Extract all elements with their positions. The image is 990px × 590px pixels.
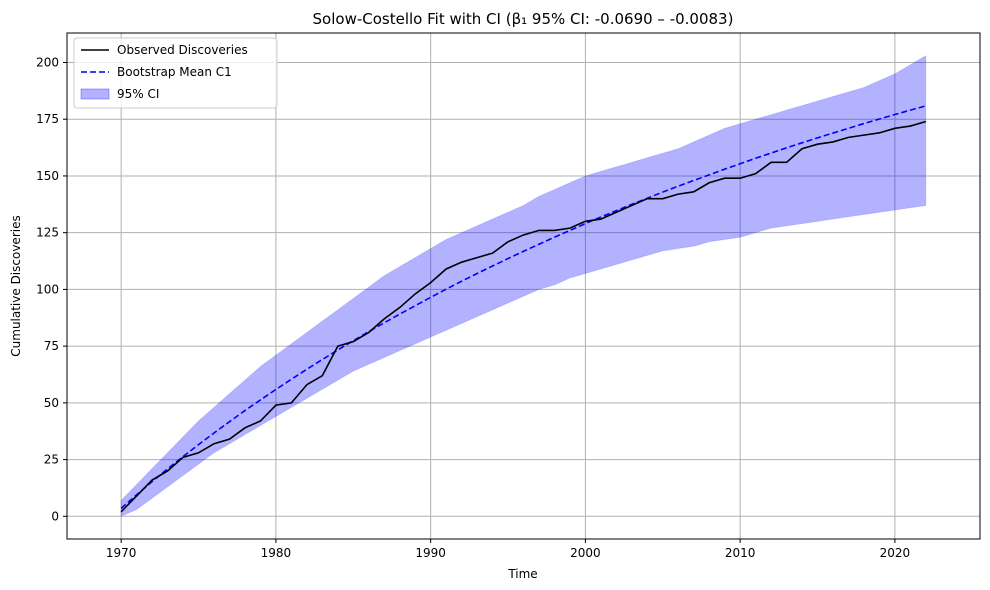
y-tick-label: 125 (36, 226, 59, 240)
y-tick-label: 0 (51, 509, 59, 523)
y-tick-label: 175 (36, 112, 59, 126)
ci-band (120, 54, 927, 518)
x-axis-label: Time (507, 567, 537, 581)
x-tick-label: 2020 (880, 546, 911, 560)
y-axis-ticks: 0 25 50 75 100 125 150 175 200 (36, 55, 67, 523)
bootstrap-mean-line (120, 105, 927, 509)
y-tick-label: 150 (36, 169, 59, 183)
x-tick-label: 1970 (106, 546, 137, 560)
chart-title: Solow-Costello Fit with CI (β₁ 95% CI: -… (313, 10, 734, 28)
plot-frame (66, 32, 981, 540)
series-lines (120, 105, 927, 513)
x-tick-label: 1980 (261, 546, 292, 560)
legend: Observed Discoveries Bootstrap Mean C1 95%… (73, 37, 278, 109)
x-tick-label: 1990 (415, 546, 446, 560)
observed-discoveries-line (120, 120, 927, 513)
legend-label: Bootstrap Mean C1 (117, 65, 232, 79)
legend-box (73, 37, 278, 109)
y-tick-label: 50 (44, 396, 59, 410)
ci-band-layer (120, 54, 927, 518)
legend-label: 95% CI (117, 87, 159, 101)
y-axis-label: Cumulative Discoveries (9, 215, 23, 356)
x-tick-label: 2010 (725, 546, 756, 560)
y-tick-label: 200 (36, 55, 59, 69)
x-tick-label: 2000 (570, 546, 601, 560)
grid (67, 33, 980, 539)
y-tick-label: 75 (44, 339, 59, 353)
x-axis-ticks: 1970 1980 1990 2000 2010 2020 (106, 539, 910, 560)
y-tick-label: 25 (44, 453, 59, 467)
legend-swatch-ci (80, 88, 110, 100)
legend-label: Observed Discoveries (117, 43, 248, 57)
y-tick-label: 100 (36, 282, 59, 296)
